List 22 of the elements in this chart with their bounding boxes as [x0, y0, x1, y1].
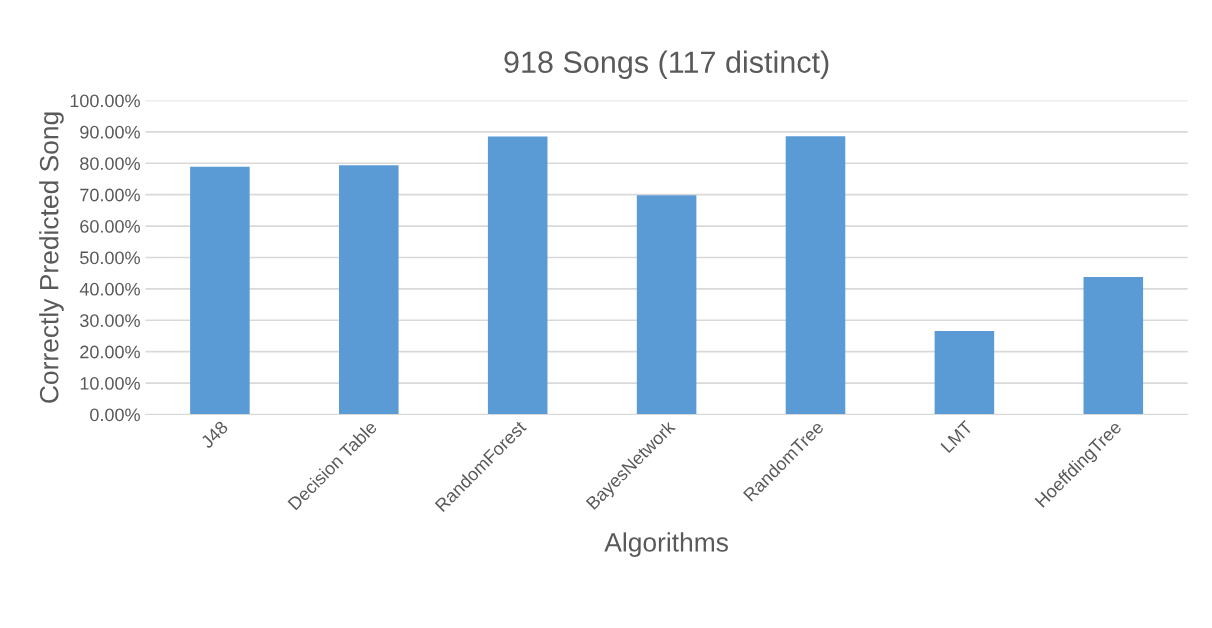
bar [785, 136, 846, 415]
y-tick-label: 0.00% [90, 408, 140, 422]
chart-title: 918 Songs (117 distinct) [504, 50, 829, 80]
y-tick-label: 20.00% [80, 345, 140, 359]
x-axis-title: Algorithms [604, 532, 728, 557]
y-tick-label: 70.00% [80, 188, 140, 202]
bar [636, 195, 697, 415]
bar [487, 136, 548, 415]
y-tick-label: 80.00% [80, 157, 140, 170]
bar [339, 165, 399, 415]
y-tick-label: 60.00% [80, 220, 140, 233]
y-axis-title: Correctly Predicted Song [39, 112, 64, 403]
x-tick-label: J48 [199, 420, 229, 450]
y-tick-label: 100.00% [70, 94, 140, 108]
bar [190, 166, 250, 415]
y-tick-label: 10.00% [80, 377, 140, 390]
y-tick-label: 50.00% [80, 251, 140, 265]
bar [934, 330, 995, 415]
y-tick-label: 90.00% [80, 125, 140, 139]
y-tick-label: 40.00% [79, 282, 140, 296]
y-tick-label: 30.00% [80, 314, 140, 327]
bar [1083, 276, 1144, 415]
